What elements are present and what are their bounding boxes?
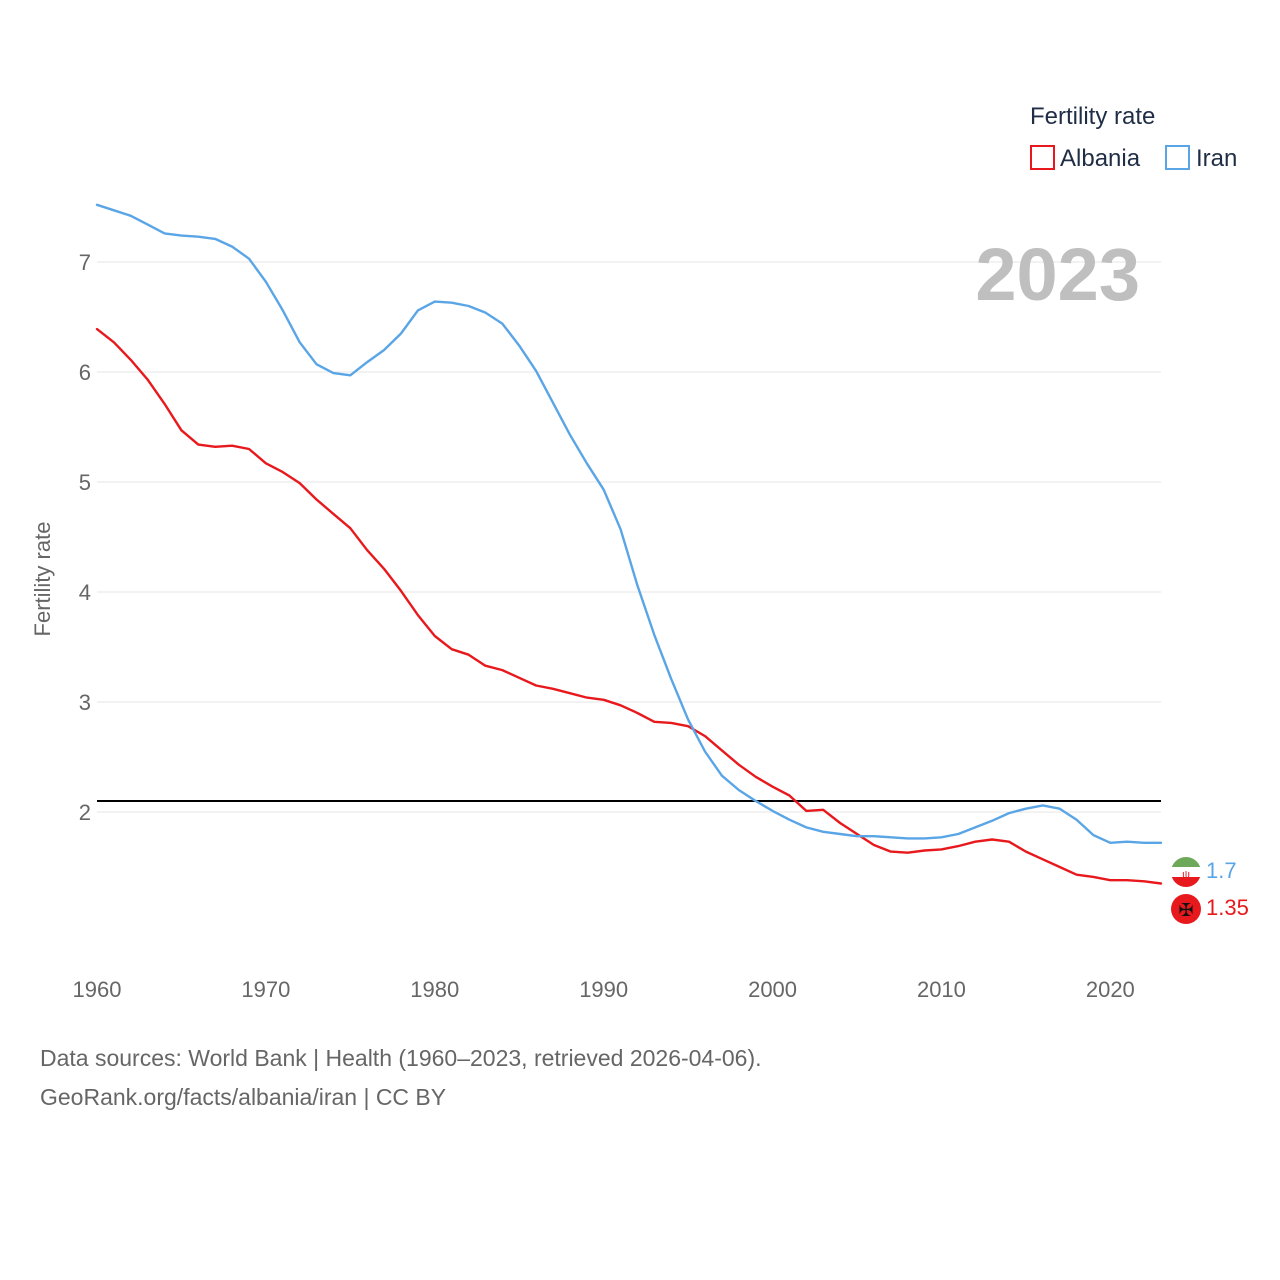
y-tick-label: 6 xyxy=(79,360,91,385)
series-lines xyxy=(95,203,1163,885)
source-text: Data sources: World Bank | Health (1960–… xyxy=(40,1045,762,1071)
x-tick-label: 2000 xyxy=(748,977,797,1002)
y-tick-label: 4 xyxy=(79,580,91,605)
series-line-iran xyxy=(95,203,1163,844)
y-axis-ticks: 2 3 4 5 6 7 xyxy=(79,250,91,825)
albania-eagle-icon: ✠ xyxy=(1178,900,1193,920)
y-tick-label: 2 xyxy=(79,800,91,825)
year-label: 2023 xyxy=(975,233,1140,316)
x-tick-label: 2010 xyxy=(917,977,966,1002)
legend-title: Fertility rate xyxy=(1030,103,1155,130)
legend-swatch-albania xyxy=(1030,145,1055,170)
legend-label-albania: Albania xyxy=(1060,145,1141,172)
y-tick-label: 7 xyxy=(79,250,91,275)
y-tick-label: 3 xyxy=(79,690,91,715)
x-axis-ticks: 1960 1970 1980 1990 2000 2010 2020 xyxy=(73,977,1135,1002)
gridlines xyxy=(97,261,1161,813)
end-marker-iran: ψ xyxy=(1171,857,1201,887)
series-line-albania xyxy=(95,327,1163,885)
iran-emblem-icon: ψ xyxy=(1182,869,1190,881)
y-tick-label: 5 xyxy=(79,470,91,495)
x-tick-label: 1960 xyxy=(73,977,122,1002)
end-label-iran: 1.7 xyxy=(1206,858,1237,883)
x-tick-label: 1970 xyxy=(241,977,290,1002)
x-tick-label: 2020 xyxy=(1086,977,1135,1002)
legend: Fertility rate Albania Iran xyxy=(1030,103,1237,172)
end-marker-albania: ✠ xyxy=(1171,894,1201,924)
end-label-albania: 1.35 xyxy=(1206,895,1249,920)
legend-swatch-iran xyxy=(1165,145,1190,170)
legend-label-iran: Iran xyxy=(1196,145,1237,172)
x-tick-label: 1980 xyxy=(410,977,459,1002)
x-tick-label: 1990 xyxy=(579,977,628,1002)
attribution-link[interactable]: GeoRank.org/facts/albania/iran | CC BY xyxy=(40,1084,447,1110)
y-axis-label: Fertility rate xyxy=(30,522,55,637)
